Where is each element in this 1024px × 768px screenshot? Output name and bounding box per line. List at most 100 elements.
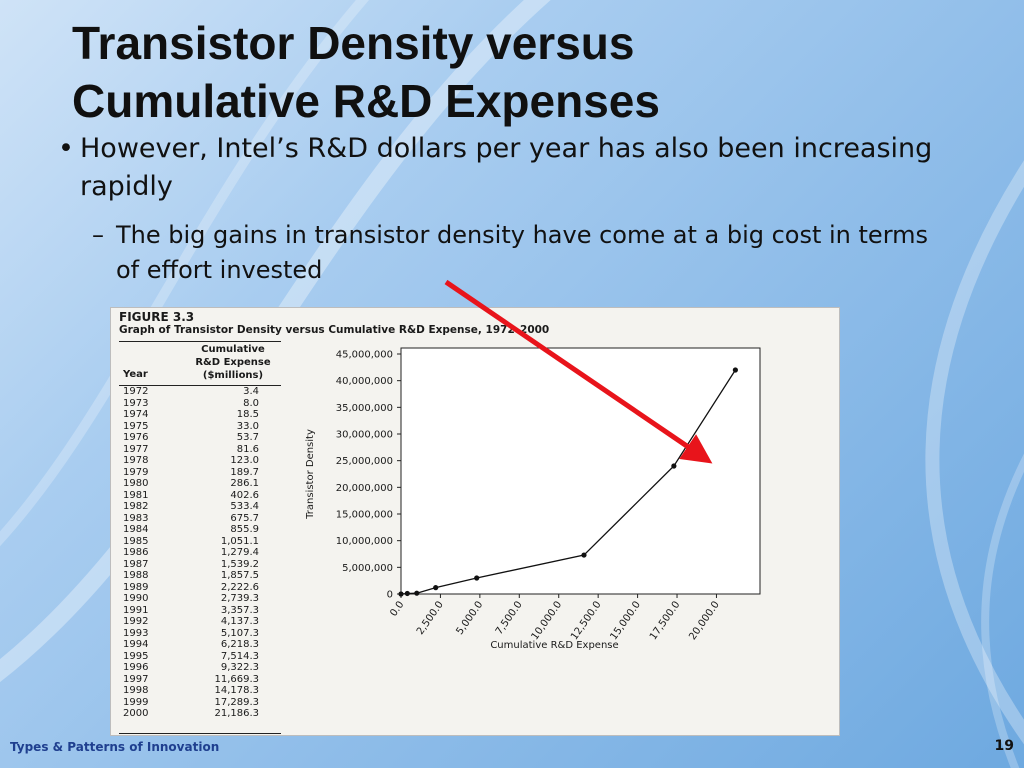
table-cell-year: 1974 [123,409,149,420]
table-cell-year: 2000 [123,708,149,719]
table-row: 1979 189.7 [119,467,281,479]
y-tick-label: 35,000,000 [336,403,393,414]
y-tick-label: 0 [387,590,393,601]
table-cell-expense: 1,051.1 [220,535,259,547]
table-row: 1993 5,107.3 [119,628,281,640]
table-cell-year: 1995 [123,650,149,662]
table-cell-expense: 17,289.3 [214,696,259,708]
table-cell-expense: 3.4 [243,386,259,397]
table-row: 1984 855.9 [119,524,281,536]
table-cell-year: 1982 [123,501,149,512]
table-cell-year: 1972 [123,386,149,397]
table-row: 1986 1,279.4 [119,547,281,559]
table-row: 1981 402.6 [119,490,281,502]
table-cell-expense: 9,322.3 [220,662,259,673]
table-row: 1996 9,322.3 [119,662,281,674]
title-line-2: Cumulative R&D Expenses [72,75,660,127]
table-bottom-rule [119,733,281,734]
table-row: 1990 2,739.3 [119,593,281,605]
table-cell-year: 1989 [123,581,149,593]
table-top-rule [119,341,281,342]
table-cell-year: 1999 [123,696,149,708]
slide-number: 19 [994,738,1014,754]
bullet-level-1: • However, Intel’s R&D dollars per year … [58,130,958,206]
figure-number: FIGURE 3.3 [119,310,195,324]
table-row: 1985 1,051.1 [119,536,281,548]
table-header-cumulative: Cumulative R&D Expense ($millions) [195,344,271,381]
table-cell-expense: 189.7 [230,466,259,478]
table-cell-year: 1980 [123,478,149,489]
sub-bullet-text: The big gains in transistor density have… [116,221,929,284]
footer-course-title: Types & Patterns of Innovation [10,740,220,754]
table-cell-expense: 21,186.3 [214,708,259,719]
table-cell-expense: 6,218.3 [220,639,259,650]
x-tick-label: 7,500.0 [494,599,525,637]
table-cell-year: 1978 [123,455,149,466]
x-tick-label: 2,500.0 [415,599,446,637]
x-tick-label: 0.0 [388,599,406,618]
table-row: 1983 675.7 [119,513,281,525]
y-tick-label: 20,000,000 [336,483,393,494]
table-cell-year: 1991 [123,604,149,616]
table-cell-expense: 533.4 [230,501,259,512]
y-tick-label: 15,000,000 [336,510,393,521]
table-cell-expense: 8.0 [243,397,259,409]
y-tick-label: 45,000,000 [336,350,393,361]
table-cell-expense: 1,857.5 [220,570,259,581]
table-cell-expense: 4,137.3 [220,616,259,627]
data-point [671,463,677,469]
table-row: 1976 53.7 [119,432,281,444]
table-cell-expense: 53.7 [236,432,259,443]
table-row: 1998 14,178.3 [119,685,281,697]
table-cell-expense: 286.1 [230,478,259,489]
table-cell-expense: 14,178.3 [214,685,259,696]
data-point [398,591,404,597]
table-cell-year: 1986 [123,547,149,558]
x-tick-label: 5,000.0 [454,599,485,637]
table-row: 1978 123.0 [119,455,281,467]
table-row: 1989 2,222.6 [119,582,281,594]
x-tick-label: 20,000.0 [687,599,722,642]
table-cell-year: 1983 [123,512,149,524]
data-point [732,367,738,373]
y-tick-label: 5,000,000 [342,563,393,574]
x-tick-label: 12,500.0 [569,599,604,642]
figure-image: FIGURE 3.3 Graph of Transistor Density v… [110,307,840,736]
slide-title: Transistor Density versus Cumulative R&D… [72,14,972,130]
bullet-level-2: – The big gains in transistor density ha… [92,218,952,288]
y-tick-label: 40,000,000 [336,376,393,387]
bullet-text: However, Intel’s R&D dollars per year ha… [80,133,933,202]
table-cell-year: 1973 [123,397,149,409]
table-cell-expense: 402.6 [230,489,259,501]
table-cell-year: 1975 [123,420,149,432]
table-cell-year: 1987 [123,558,149,570]
y-tick-label: 10,000,000 [336,536,393,547]
table-cell-year: 1998 [123,685,149,696]
table-cell-year: 1994 [123,639,149,650]
table-row: 1973 8.0 [119,398,281,410]
y-tick-label: 25,000,000 [336,456,393,467]
table-cell-expense: 81.6 [236,443,259,455]
table-body: 1972 3.4 1973 8.0 1974 18.5 1975 33.0 1976 53.7 19… [119,385,281,720]
table-header-year: Year [123,369,148,380]
table-row: 1972 3.4 [119,386,281,398]
table-row: 1999 17,289.3 [119,697,281,709]
table-row: 1987 1,539.2 [119,559,281,571]
figure-caption: Graph of Transistor Density versus Cumul… [119,324,550,336]
table-cell-expense: 33.0 [236,420,259,432]
sub-bullet-marker: – [92,221,104,249]
table-cell-year: 1977 [123,443,149,455]
table-cell-expense: 7,514.3 [220,650,259,662]
table-cell-year: 1996 [123,662,149,673]
x-tick-label: 15,000.0 [608,599,643,642]
table-cell-expense: 3,357.3 [220,604,259,616]
table-row: 1974 18.5 [119,409,281,421]
x-tick-label: 17,500.0 [648,599,683,642]
table-row: 1995 7,514.3 [119,651,281,663]
table-cell-year: 1993 [123,627,149,639]
table-cell-expense: 675.7 [230,512,259,524]
table-cell-year: 1988 [123,570,149,581]
data-point [414,590,420,596]
rd-expense-table: Cumulative R&D Expense ($millions) Year … [119,341,281,734]
table-cell-expense: 123.0 [230,455,259,466]
